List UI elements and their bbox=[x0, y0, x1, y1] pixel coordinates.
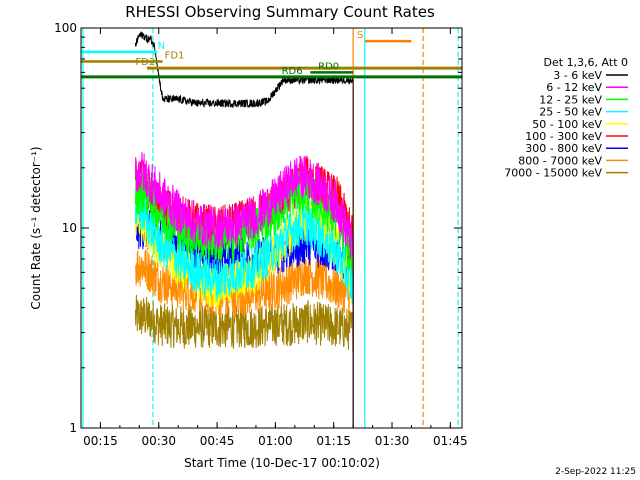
y-tick-label-2: 100 bbox=[54, 21, 77, 35]
flag-label-rd6: RD6 bbox=[282, 66, 303, 77]
chart-title: RHESSI Observing Summary Count Rates bbox=[125, 3, 435, 21]
x-axis-label: Start Time (10-Dec-17 00:10:02) bbox=[184, 456, 380, 470]
y-tick-label-1: 10 bbox=[62, 221, 77, 235]
x-tick-label-2: 00:45 bbox=[200, 434, 235, 448]
x-tick-label-5: 01:30 bbox=[375, 434, 410, 448]
legend-label-1: 6 - 12 keV bbox=[546, 81, 602, 94]
flag-label-s: S bbox=[357, 30, 363, 41]
x-axis-ticks: 00:15 00:30 00:45 01:00 01:15 01:30 01:45 bbox=[80, 28, 468, 448]
legend-label-4: 50 - 100 keV bbox=[532, 118, 602, 131]
series-line-1 bbox=[134, 152, 354, 259]
x-tick-label-3: 01:00 bbox=[258, 434, 293, 448]
legend-label-8: 7000 - 15000 keV bbox=[504, 167, 602, 180]
y-axis-label: Count Rate (s⁻¹ detector⁻¹) bbox=[29, 146, 43, 309]
x-tick-label-4: 01:15 bbox=[316, 434, 351, 448]
series-line-8 bbox=[134, 294, 354, 352]
legend-label-2: 12 - 25 keV bbox=[539, 93, 602, 106]
timestamp: 2-Sep-2022 11:25 bbox=[555, 467, 636, 477]
series-layer bbox=[134, 31, 354, 428]
flag-label-n: N bbox=[158, 41, 165, 52]
legend-label-0: 3 - 6 keV bbox=[553, 69, 602, 82]
series-line-7 bbox=[134, 248, 354, 318]
y-axis-ticks: 1 10 100 bbox=[54, 21, 462, 435]
y-tick-label-0: 1 bbox=[69, 421, 77, 435]
legend-label-7: 800 - 7000 keV bbox=[518, 154, 602, 167]
legend-label-6: 300 - 800 keV bbox=[525, 142, 602, 155]
legend-label-5: 100 - 300 keV bbox=[525, 130, 602, 143]
flag-label-fd2: FD2 bbox=[135, 57, 155, 68]
legend-title: Det 1,3,6, Att 0 bbox=[544, 56, 628, 69]
flag-label-rd0: RD0 bbox=[318, 61, 339, 72]
legend-label-3: 25 - 50 keV bbox=[539, 106, 602, 119]
x-tick-label-1: 00:30 bbox=[141, 434, 176, 448]
series-line-3 bbox=[134, 191, 354, 303]
x-tick-label-0: 00:15 bbox=[83, 434, 118, 448]
series-line-0 bbox=[134, 31, 354, 109]
x-tick-label-6: 01:45 bbox=[433, 434, 468, 448]
flag-label-fd1: FD1 bbox=[165, 50, 185, 61]
